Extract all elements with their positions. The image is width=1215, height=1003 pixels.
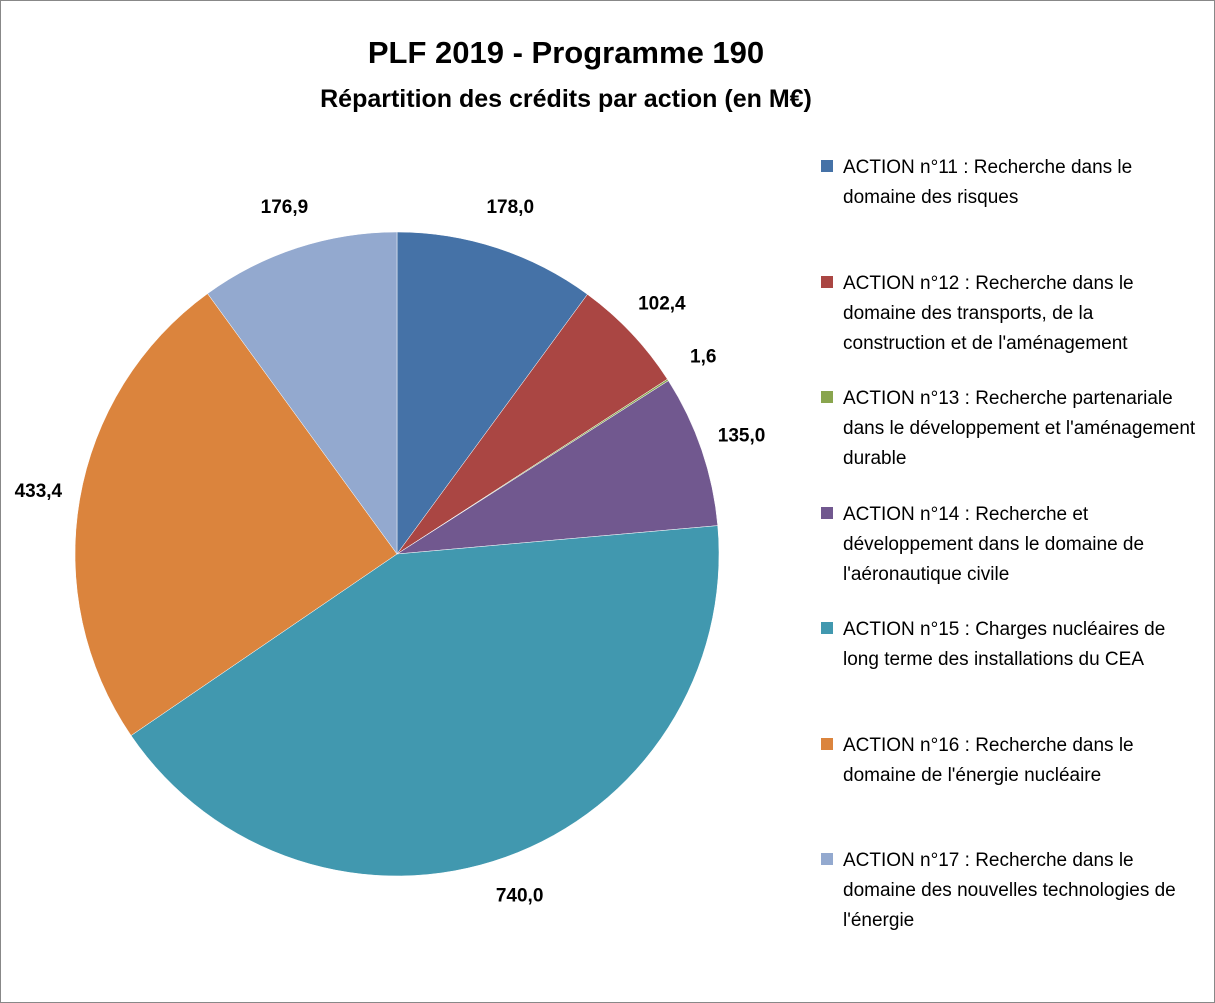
legend-label: ACTION n°17 : Recherche dans le domaine … xyxy=(843,850,1176,931)
legend-swatch xyxy=(821,737,833,750)
value-label: 135,0 xyxy=(718,426,766,447)
legend-label: ACTION n°15 : Charges nucléaires de long… xyxy=(843,619,1166,670)
value-label: 102,4 xyxy=(638,293,686,314)
legend-label: ACTION n°14 : Recherche et développement… xyxy=(843,503,1145,585)
legend-swatch xyxy=(821,275,833,288)
legend-entry: ACTION n°16 : Recherche dans le domaine … xyxy=(821,731,1196,791)
value-label: 176,9 xyxy=(261,197,309,218)
pie-slice xyxy=(396,231,588,555)
value-label: 1,6 xyxy=(690,346,716,367)
legend-swatch xyxy=(821,391,833,403)
legend-label: ACTION n°12 : Recherche dans le domaine … xyxy=(843,272,1134,354)
legend-swatch xyxy=(821,622,833,634)
legend-swatch xyxy=(821,506,833,519)
legend-entry: ACTION n°12 : Recherche dans le domaine … xyxy=(821,269,1196,359)
chart-title: PLF 2019 - Programme 190 xyxy=(367,35,765,70)
legend-label: ACTION n°13 : Recherche partenariale dan… xyxy=(843,388,1196,469)
legend-entry: ACTION n°17 : Recherche dans le domaine … xyxy=(821,846,1196,936)
legend-entry: ACTION n°11 : Recherche dans le domaine … xyxy=(821,153,1196,213)
value-label: 740,0 xyxy=(496,886,544,907)
pie-slice xyxy=(207,231,398,555)
pie-slice xyxy=(74,293,398,736)
legend-swatch xyxy=(821,853,833,865)
legend-label: ACTION n°11 : Recherche dans le domaine … xyxy=(843,157,1133,208)
chart-subtitle: Répartition des crédits par action (en M… xyxy=(320,85,812,113)
legend-entry: ACTION n°15 : Charges nucléaires de long… xyxy=(821,615,1196,675)
value-label: 433,4 xyxy=(15,481,63,502)
pie-slice xyxy=(396,380,719,555)
legend-entry: ACTION n°13 : Recherche partenariale dan… xyxy=(821,384,1196,474)
value-label: 178,0 xyxy=(486,197,534,218)
legend-swatch xyxy=(821,160,833,172)
legend-entry: ACTION n°14 : Recherche et développement… xyxy=(821,500,1196,590)
pie-slice xyxy=(130,525,720,877)
legend-label: ACTION n°16 : Recherche dans le domaine … xyxy=(843,734,1134,786)
